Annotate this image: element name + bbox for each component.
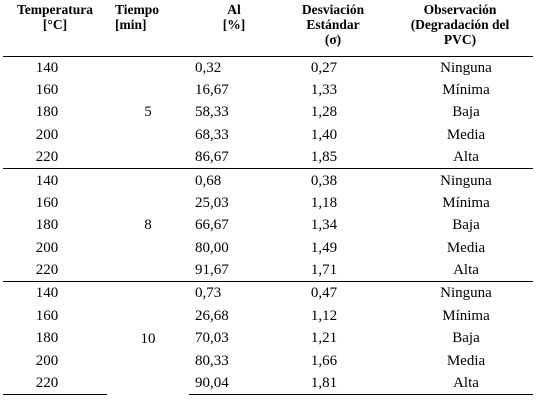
- cell-temperature: 140: [3, 281, 107, 305]
- cell-observation: Alta: [387, 372, 533, 396]
- cell-temperature: 220: [3, 372, 107, 396]
- header-al-line-2: [%]: [222, 17, 246, 32]
- cell-observation: Media: [446, 127, 486, 144]
- header-observation-line-2: (Degradación del: [410, 17, 510, 32]
- table-row: 160 25,03 1,18 Mínima: [3, 192, 533, 215]
- cell-deviation: 0,38: [279, 168, 387, 192]
- header-deviation-line-2: Estándar: [306, 17, 360, 32]
- table-row: 220 90,04 1,81 Alta: [3, 372, 533, 396]
- cell-temperature: 180: [35, 217, 59, 234]
- cell-deviation: 1,12: [310, 307, 338, 324]
- cell-al: 91,67: [195, 262, 229, 279]
- cell-deviation: 1,33: [310, 81, 338, 98]
- cell-temperature: 220: [35, 149, 59, 166]
- cell-deviation: 1,40: [310, 127, 338, 144]
- table-row: 180 66,67 1,34 Baja: [3, 214, 533, 237]
- header-temperature-line-2: [°C]: [42, 17, 68, 32]
- cell-al: 66,67: [195, 217, 229, 234]
- cell-al: 25,03: [195, 194, 229, 211]
- cell-observation: Mínima: [442, 194, 490, 211]
- cell-al: 90,04: [189, 372, 279, 396]
- cell-temperature: 140: [3, 55, 107, 79]
- cell-temperature: 160: [35, 194, 59, 211]
- header-deviation-line-3: (σ): [324, 32, 342, 47]
- table-row: 140 5 0,32 0,27 Ninguna: [3, 55, 533, 169]
- header-observation-line-1: Observación: [423, 2, 497, 17]
- cell-observation: Alta: [453, 262, 479, 279]
- cell-deviation: 1,34: [310, 217, 338, 234]
- header-observation-line-3: PVC): [443, 32, 477, 47]
- cell-al: 70,03: [195, 330, 229, 347]
- cell-temperature: 160: [35, 307, 59, 324]
- cell-deviation: 1,18: [310, 194, 338, 211]
- results-table: Temperatura [°C] Tiempo [min] Al [%] Des…: [3, 2, 533, 396]
- header-row: Temperatura [°C] Tiempo [min] Al [%] Des…: [3, 2, 533, 57]
- cell-al: 58,33: [195, 104, 229, 121]
- table-row: 180 58,33 1,28 Baja: [3, 101, 533, 124]
- cell-al: 86,67: [195, 149, 229, 166]
- cell-al: 0,73: [189, 281, 279, 305]
- cell-observation: Media: [446, 240, 486, 257]
- header-time-line-1: Tiempo: [115, 2, 160, 17]
- header-time-line-2: [min]: [115, 17, 147, 32]
- cell-observation: Ninguna: [387, 281, 533, 305]
- cell-al: 26,68: [195, 307, 229, 324]
- cell-time: 8: [107, 168, 189, 282]
- header-temperature-line-1: Temperatura: [17, 2, 93, 17]
- table-row: 220 91,67 1,71 Alta: [3, 259, 533, 282]
- cell-al: 16,67: [195, 81, 229, 98]
- header-time: Tiempo [min]: [107, 2, 189, 57]
- cell-deviation: 1,28: [310, 104, 338, 121]
- cell-time: 10: [107, 281, 189, 395]
- table-row: 140 8 0,68 0,38 Ninguna: [3, 168, 533, 282]
- table-row: 160 26,68 1,12 Mínima: [3, 305, 533, 328]
- cell-observation: Alta: [453, 149, 479, 166]
- table-row: 200 68,33 1,40 Media: [3, 124, 533, 147]
- cell-temperature: 160: [35, 81, 59, 98]
- header-al: Al [%]: [189, 2, 279, 57]
- cell-deviation: 1,21: [310, 330, 338, 347]
- table-row: 200 80,33 1,66 Media: [3, 350, 533, 373]
- cell-observation: Baja: [452, 330, 480, 347]
- cell-deviation: 1,66: [310, 353, 338, 370]
- cell-deviation: 1,71: [310, 262, 338, 279]
- cell-observation: Media: [446, 353, 486, 370]
- cell-observation: Baja: [452, 104, 480, 121]
- cell-observation: Mínima: [442, 307, 490, 324]
- table-row: 180 70,03 1,21 Baja: [3, 327, 533, 350]
- cell-temperature: 180: [35, 330, 59, 347]
- table-header: Temperatura [°C] Tiempo [min] Al [%] Des…: [3, 2, 533, 57]
- header-observation: Observación (Degradación del PVC): [387, 2, 533, 57]
- cell-temperature: 180: [35, 104, 59, 121]
- cell-deviation: 0,27: [279, 55, 387, 79]
- cell-al: 0,32: [189, 55, 279, 79]
- header-deviation-line-1: Desviación: [301, 2, 365, 17]
- cell-temperature: 140: [3, 168, 107, 192]
- cell-temperature: 200: [35, 127, 59, 144]
- header-al-line-1: Al: [227, 2, 241, 17]
- cell-observation: Ninguna: [387, 55, 533, 79]
- cell-temperature: 220: [35, 262, 59, 279]
- cell-al: 80,33: [195, 353, 229, 370]
- cell-deviation: 1,49: [310, 240, 338, 257]
- table-row: 140 10 0,73 0,47 Ninguna: [3, 281, 533, 395]
- cell-observation: Baja: [452, 217, 480, 234]
- cell-observation: Mínima: [442, 81, 490, 98]
- header-temperature: Temperatura [°C]: [3, 2, 107, 57]
- cell-al: 0,68: [189, 168, 279, 192]
- header-deviation: Desviación Estándar (σ): [279, 2, 387, 57]
- cell-temperature: 200: [35, 240, 59, 257]
- cell-deviation: 0,47: [279, 281, 387, 305]
- cell-deviation: 1,85: [310, 149, 338, 166]
- table-row: 220 86,67 1,85 Alta: [3, 146, 533, 169]
- cell-deviation: 1,81: [279, 372, 387, 396]
- table-row: 200 80,00 1,49 Media: [3, 237, 533, 260]
- cell-al: 68,33: [195, 127, 229, 144]
- cell-al: 80,00: [195, 240, 229, 257]
- cell-observation: Ninguna: [387, 168, 533, 192]
- cell-time: 5: [107, 55, 189, 169]
- table-body: 140 5 0,32 0,27 Ninguna 160 16,67 1,33 Mínima 180…: [3, 55, 533, 396]
- table-row: 160 16,67 1,33 Mínima: [3, 79, 533, 102]
- cell-temperature: 200: [35, 353, 59, 370]
